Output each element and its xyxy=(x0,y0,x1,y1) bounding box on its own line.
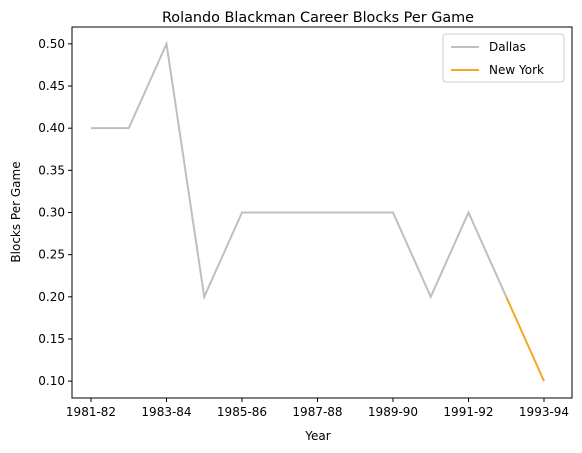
series-line-dallas xyxy=(91,40,508,301)
x-tick-label: 1983-84 xyxy=(141,405,191,419)
series-layer xyxy=(91,40,545,382)
y-tick-label: 0.10 xyxy=(38,374,65,388)
y-tick-label: 0.40 xyxy=(38,121,65,135)
series-line-new-york xyxy=(505,296,545,382)
legend: Dallas New York xyxy=(442,33,565,83)
y-tick-label: 0.45 xyxy=(38,79,65,93)
x-tick-label: 1985-86 xyxy=(217,405,267,419)
y-tick-label: 0.15 xyxy=(38,332,65,346)
x-tick-label: 1981-82 xyxy=(66,405,116,419)
y-axis: 0.10 0.15 0.20 0.25 0.30 0.35 0.40 0.45 0.50 xyxy=(38,37,72,388)
legend-label-dallas: Dallas xyxy=(489,40,526,54)
legend-label-new-york: New York xyxy=(489,63,544,77)
x-tick-label: 1991-92 xyxy=(443,405,493,419)
y-tick-label: 0.35 xyxy=(38,163,65,177)
chart-title: Rolando Blackman Career Blocks Per Game xyxy=(162,10,474,26)
x-tick-label: 1993-94 xyxy=(519,405,569,419)
x-axis: 1981-82 1983-84 1985-86 1987-88 1989-90 1991-… xyxy=(66,398,569,419)
x-tick-label: 1989-90 xyxy=(368,405,418,419)
x-axis-label: Year xyxy=(304,429,330,443)
y-tick-label: 0.20 xyxy=(38,290,65,304)
y-axis-label: Blocks Per Game xyxy=(9,161,23,262)
x-tick-label: 1987-88 xyxy=(292,405,342,419)
y-tick-label: 0.50 xyxy=(38,37,65,51)
y-tick-label: 0.30 xyxy=(38,206,65,220)
y-tick-label: 0.25 xyxy=(38,248,65,262)
